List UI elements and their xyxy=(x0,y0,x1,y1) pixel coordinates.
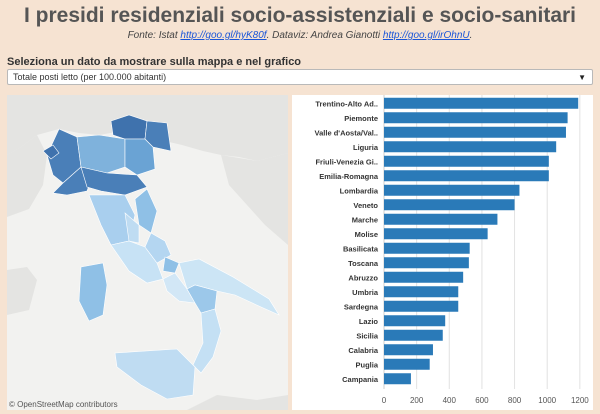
dataviz-prefix: . Dataviz: Andrea Gianotti xyxy=(266,30,383,41)
corsica-area xyxy=(7,267,37,315)
bar xyxy=(384,373,411,385)
bar xyxy=(384,228,488,240)
region-emilia-romagna[interactable] xyxy=(80,166,148,196)
region-lombardia[interactable] xyxy=(76,134,126,174)
bar xyxy=(384,329,443,341)
x-tick-label: 200 xyxy=(410,396,424,405)
bar xyxy=(384,286,459,298)
bar-chart: 0 200 400 600 800 1000 1200 Trentino-Alto Ad.. P… xyxy=(292,95,593,410)
category-label: Puglia xyxy=(355,360,378,369)
region-lazio[interactable] xyxy=(110,240,164,284)
bar xyxy=(384,112,568,124)
x-tick-label: 800 xyxy=(508,396,522,405)
subtitle-suffix: . xyxy=(469,30,473,41)
france-land xyxy=(7,135,47,217)
region-valle-d-aosta[interactable] xyxy=(42,144,60,160)
category-label: Emilia-Romagna xyxy=(319,172,379,181)
bar xyxy=(384,155,549,167)
region-marche[interactable] xyxy=(134,188,158,234)
region-calabria[interactable] xyxy=(192,308,222,374)
category-label: Calabria xyxy=(348,346,378,355)
bar xyxy=(384,358,430,370)
region-abruzzo[interactable] xyxy=(144,232,172,264)
category-label: Friuli-Venezia Gi.. xyxy=(315,157,378,166)
page-title: I presidi residenziali socio-assistenzia… xyxy=(23,4,577,27)
selector-label: Seleziona un dato da mostrare sulla mapp… xyxy=(7,56,302,68)
source-prefix: Fonte: Istat xyxy=(127,30,181,41)
category-label: Trentino-Alto Ad.. xyxy=(315,99,378,108)
category-label: Abruzzo xyxy=(348,273,378,282)
category-label: Umbria xyxy=(352,288,379,297)
region-umbria[interactable] xyxy=(124,212,140,244)
dataviz-link[interactable]: http://goo.gl/irOhnU xyxy=(382,30,470,41)
category-label: Lazio xyxy=(359,317,379,326)
category-label: Lombardia xyxy=(340,186,379,195)
choropleth-map[interactable]: © OpenStreetMap contributors xyxy=(7,95,288,410)
bar xyxy=(384,199,515,211)
x-tick-label: 1200 xyxy=(571,396,589,405)
category-label: Marche xyxy=(352,215,378,224)
category-label: Veneto xyxy=(353,201,378,210)
category-label: Sardegna xyxy=(344,302,379,311)
bar xyxy=(384,271,464,283)
category-label: Basilicata xyxy=(343,244,379,253)
x-tick-label: 1000 xyxy=(538,396,556,405)
map-attribution: © OpenStreetMap contributors xyxy=(9,400,118,409)
region-sardegna[interactable] xyxy=(78,262,108,322)
page-subtitle: Fonte: Istat http://goo.gl/hyK80f. Datav… xyxy=(0,30,600,41)
category-label: Piemonte xyxy=(344,114,378,123)
bar xyxy=(384,97,579,109)
category-label: Liguria xyxy=(353,143,379,152)
x-tick-label: 600 xyxy=(475,396,489,405)
region-molise[interactable] xyxy=(162,256,180,274)
bar xyxy=(384,344,433,356)
x-tick-label: 400 xyxy=(443,396,457,405)
source-link[interactable]: http://goo.gl/hyK80f xyxy=(180,30,267,41)
x-tick-label: 0 xyxy=(382,396,387,405)
region-friuli[interactable] xyxy=(144,120,172,152)
balkan-land xyxy=(221,153,288,245)
africa-land xyxy=(187,395,288,410)
map-svg xyxy=(7,95,288,410)
bar xyxy=(384,300,459,312)
bar xyxy=(384,184,520,196)
bar-chart-svg: 0 200 400 600 800 1000 1200 Trentino-Alto Ad.. P… xyxy=(315,95,589,405)
bar xyxy=(384,242,470,254)
region-sicilia[interactable] xyxy=(114,348,196,400)
category-label: Molise xyxy=(355,230,378,239)
bar xyxy=(384,126,566,138)
triangle-down-icon[interactable]: ▼ xyxy=(578,73,586,82)
metric-dropdown[interactable]: Totale posti letto (per 100.000 abitanti… xyxy=(7,69,593,85)
category-label: Sicilia xyxy=(356,331,379,340)
category-label: Valle d'Aosta/Val.. xyxy=(315,128,378,137)
category-label: Campania xyxy=(342,375,379,384)
bar xyxy=(384,170,549,182)
bar xyxy=(384,141,557,153)
metric-dropdown-value: Totale posti letto (per 100.000 abitanti… xyxy=(13,72,167,82)
category-label: Toscana xyxy=(348,259,379,268)
bar xyxy=(384,315,446,327)
bar xyxy=(384,257,469,269)
bar xyxy=(384,213,498,225)
